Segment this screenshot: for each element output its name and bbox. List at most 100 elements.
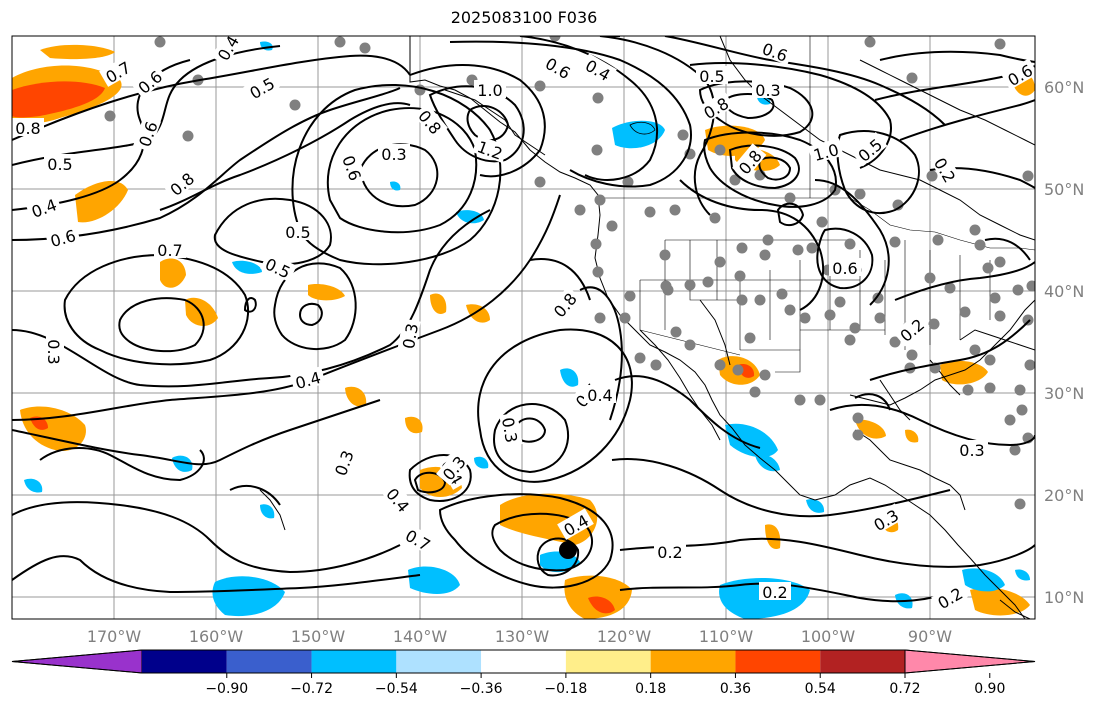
contour-label: 0.7 (157, 241, 182, 260)
station-dot (659, 249, 671, 261)
station-dot (849, 322, 861, 334)
station-dot (969, 344, 981, 356)
colorbar-segment (735, 650, 821, 673)
lat-label: 50°N (1044, 180, 1084, 199)
station-dot (590, 238, 602, 250)
station-dot (534, 176, 546, 188)
station-dot (844, 334, 856, 346)
station-dot (650, 359, 662, 371)
station-dot (994, 38, 1006, 50)
contour-label: 0.5 (285, 223, 310, 242)
station-dot (989, 292, 1001, 304)
map-title: 2025083100 F036 (450, 8, 598, 27)
station-dot (1009, 444, 1021, 456)
colorbar-tick-label: 0.18 (635, 681, 666, 697)
station-dot (714, 256, 726, 268)
station-dot (852, 429, 864, 441)
station-dot (928, 318, 940, 330)
station-dot (334, 36, 346, 48)
lat-label: 40°N (1044, 282, 1084, 301)
station-dot (814, 394, 826, 406)
station-dot (606, 220, 618, 232)
colorbar-segment (565, 650, 651, 673)
colorbar-tick-label: 0.90 (974, 681, 1005, 697)
contour-labels: 0.7 0.60.80.50.50.40.60.80.70.50.40.30.50… (12, 36, 1035, 613)
station-dot (959, 306, 971, 318)
station-dot (1022, 314, 1034, 326)
contour-label: 0.5 (699, 67, 724, 86)
station-dot (592, 92, 604, 104)
colorbar-segment (650, 650, 736, 673)
colorbar-tick-label: 0.72 (889, 681, 920, 697)
station-dot (1012, 284, 1024, 296)
station-dot (1022, 170, 1034, 182)
station-dot (684, 279, 696, 291)
station-dot (1026, 280, 1035, 292)
station-dot (759, 369, 771, 381)
station-dot (759, 249, 771, 261)
contour-label: 0.2 (657, 543, 682, 562)
station-dot (872, 292, 884, 304)
station-dot (834, 296, 846, 308)
lat-label: 60°N (1044, 78, 1084, 97)
station-dot (906, 349, 918, 361)
station-dot (1016, 404, 1028, 416)
station-dot (994, 256, 1006, 268)
station-dot (776, 288, 788, 300)
map-frame (11, 35, 1036, 620)
station-dot (1014, 384, 1026, 396)
colorbar-tick-label: −0.90 (205, 681, 248, 697)
station-dot (736, 294, 748, 306)
colorbar (11, 649, 1036, 674)
colorbar-segment (311, 650, 397, 673)
station-dot (982, 262, 994, 274)
station-dot (182, 130, 194, 142)
station-dot (784, 304, 796, 316)
station-dot (926, 170, 938, 182)
contour-label: 0.5 (47, 155, 72, 174)
latitude-labels: 60°N 50°N 40°N 30°N 20°N 10°N (1044, 78, 1084, 607)
station-dot (670, 326, 682, 338)
station-markers (104, 36, 1035, 510)
contour-label: 0.4 (587, 386, 612, 405)
contour-label: 0.3 (44, 339, 63, 364)
station-dot (622, 176, 634, 188)
station-dot (1004, 414, 1016, 426)
lon-label: 90°W (908, 627, 952, 646)
station-dot (889, 336, 901, 348)
station-dot (594, 312, 606, 324)
station-dot (762, 234, 774, 246)
station-dot (574, 204, 586, 216)
station-dot (702, 276, 714, 288)
lat-label: 30°N (1044, 384, 1084, 403)
station-dot (852, 412, 864, 424)
station-dot (732, 364, 744, 376)
colorbar-tick-label: 0.54 (805, 681, 836, 697)
storm-center-marker (559, 541, 577, 559)
station-dot (994, 310, 1006, 322)
station-dot (549, 36, 561, 42)
station-dot (729, 174, 741, 186)
station-dot (806, 242, 818, 254)
station-dot (962, 384, 974, 396)
colorbar-segment (142, 650, 227, 673)
station-dot (154, 36, 166, 48)
station-dot (736, 242, 748, 254)
station-dot (734, 270, 746, 282)
lat-label: 10°N (1044, 588, 1084, 607)
station-dot (709, 212, 721, 224)
station-dot (816, 216, 828, 228)
colorbar-tick-label: −0.36 (460, 681, 503, 697)
station-dot (744, 332, 756, 344)
contour-label: 0.2 (762, 583, 787, 602)
lon-label: 120°W (597, 627, 652, 646)
station-dot (799, 312, 811, 324)
colorbar-left-arrow (11, 649, 143, 674)
station-dot (974, 239, 986, 251)
station-dot (984, 354, 996, 366)
contour-label: 0.3 (959, 441, 984, 460)
contour-label: 0.8 (15, 119, 40, 138)
lon-label: 100°W (801, 627, 856, 646)
station-dot (749, 386, 761, 398)
